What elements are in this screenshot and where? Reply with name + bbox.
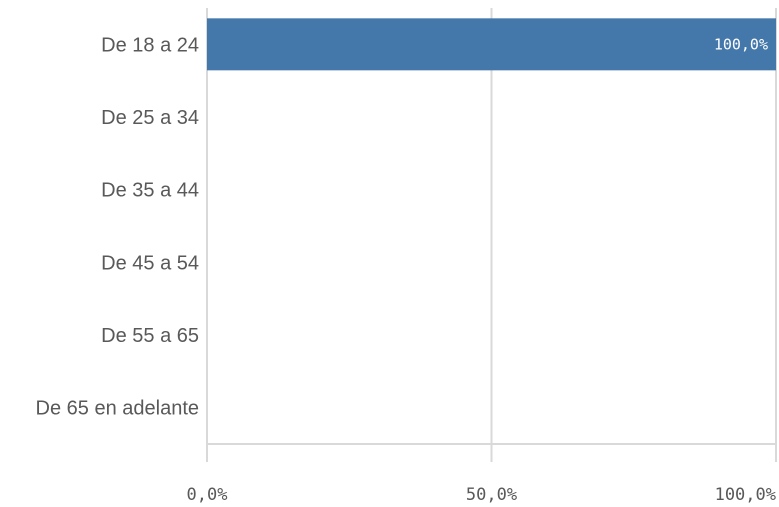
x-tick-label: 100,0% bbox=[715, 485, 776, 505]
x-tick-label: 0,0% bbox=[187, 485, 228, 505]
category-label: De 65 en adelante bbox=[36, 398, 199, 420]
category-label: De 45 a 54 bbox=[101, 252, 199, 274]
x-tick-label: 50,0% bbox=[466, 485, 517, 505]
category-label: De 35 a 44 bbox=[101, 180, 199, 202]
category-label: De 18 a 24 bbox=[101, 34, 199, 56]
bar-layer: 100,0% bbox=[207, 18, 776, 71]
bar bbox=[207, 18, 776, 71]
data-label: 100,0% bbox=[714, 35, 768, 53]
category-label: De 55 a 65 bbox=[101, 325, 199, 347]
category-label: De 25 a 34 bbox=[101, 107, 199, 129]
grid-layer bbox=[206, 8, 777, 462]
category-label-layer: De 18 a 24 De 25 a 34 De 35 a 44 De 45 a 54… bbox=[36, 34, 199, 419]
x-tick-layer: 0,0% 50,0% 100,0% bbox=[187, 485, 776, 505]
